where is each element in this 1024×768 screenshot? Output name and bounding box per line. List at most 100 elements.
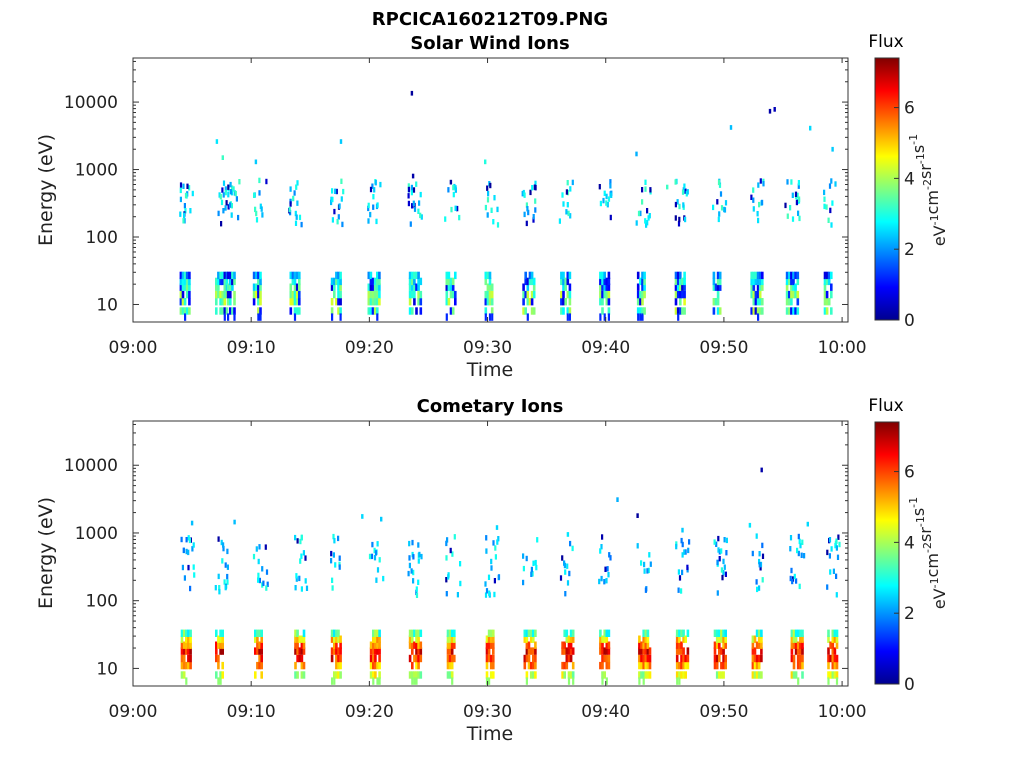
flux-cell <box>231 271 234 280</box>
flux-cell <box>725 537 728 544</box>
flux-cell <box>337 298 340 306</box>
flux-cell <box>641 313 644 321</box>
flux-cell <box>492 219 495 225</box>
flux-cell <box>683 277 686 286</box>
flux-cell <box>680 537 683 544</box>
flux-cell <box>560 307 563 315</box>
flux-cell <box>333 538 336 544</box>
flux-cell <box>559 575 563 581</box>
flux-cell <box>378 654 381 663</box>
flux-cell <box>566 290 570 299</box>
flux-cell <box>219 277 222 286</box>
flux-cell <box>526 277 530 286</box>
flux-cell <box>532 307 536 315</box>
flux-cell <box>338 555 341 561</box>
flux-cell <box>678 216 681 223</box>
flux-cell <box>636 298 640 306</box>
flux-cell <box>378 661 381 670</box>
flux-cell <box>681 283 684 291</box>
flux-cell <box>233 298 236 306</box>
flux-cell <box>256 641 259 649</box>
spectrogram-cells <box>179 90 837 321</box>
flux-cell <box>718 283 722 291</box>
flux-cell <box>492 671 495 679</box>
flux-cell <box>448 654 452 663</box>
flux-cell <box>289 186 292 192</box>
flux-cell <box>187 564 190 571</box>
flux-cell <box>369 641 373 649</box>
flux-cell <box>829 641 832 649</box>
flux-cell <box>719 191 723 197</box>
flux-cell <box>753 635 757 643</box>
flux-cell <box>773 107 776 112</box>
flux-cell <box>760 671 763 679</box>
flux-cell <box>333 629 336 637</box>
flux-cell <box>831 671 835 679</box>
flux-cell <box>257 290 260 299</box>
flux-cell <box>221 298 224 306</box>
flux-cell <box>607 629 611 637</box>
flux-cell <box>675 543 678 550</box>
flux-cell <box>187 647 190 655</box>
flux-cell <box>646 647 650 655</box>
flux-cell <box>607 654 611 663</box>
flux-cell <box>530 271 534 280</box>
flux-cell <box>760 635 763 643</box>
flux-cell <box>252 271 256 280</box>
flux-cell <box>678 671 681 679</box>
flux-cell <box>641 199 644 205</box>
flux-cell <box>233 307 236 315</box>
flux-cell <box>450 647 454 655</box>
flux-cell <box>217 661 220 670</box>
flux-cell <box>758 585 761 591</box>
flux-cell <box>415 181 418 187</box>
flux-cell <box>185 641 188 649</box>
flux-cell <box>536 537 539 543</box>
flux-cell <box>376 298 379 306</box>
flux-cell <box>260 629 263 637</box>
flux-cell <box>489 629 493 637</box>
flux-cell <box>217 210 220 217</box>
flux-cell <box>294 220 298 226</box>
flux-cell <box>640 671 643 679</box>
flux-cell <box>265 178 268 185</box>
flux-cell <box>257 313 260 321</box>
flux-cell <box>484 298 488 306</box>
flux-cell <box>361 514 364 519</box>
flux-cell <box>684 549 687 555</box>
flux-cell <box>408 290 412 299</box>
flux-cell <box>834 181 837 187</box>
flux-cell <box>411 629 414 637</box>
flux-cell <box>330 558 333 564</box>
flux-cell <box>413 283 416 291</box>
flux-cell <box>565 629 569 637</box>
flux-cell <box>446 635 450 643</box>
flux-cell <box>339 277 342 286</box>
flux-cell <box>487 191 490 197</box>
flux-cell <box>296 200 299 206</box>
flux-cell <box>717 547 720 553</box>
flux-cell <box>674 277 678 286</box>
flux-cell <box>794 635 798 643</box>
flux-cell <box>335 641 338 649</box>
flux-cell <box>768 108 772 114</box>
flux-cell <box>184 313 187 321</box>
flux-cell <box>605 635 609 643</box>
flux-cell <box>607 647 611 655</box>
flux-cell <box>221 558 224 564</box>
flux-cell <box>221 629 224 637</box>
flux-cell <box>827 647 830 655</box>
flux-cell <box>674 271 678 280</box>
flux-cell <box>720 548 723 554</box>
flux-cell <box>525 671 529 679</box>
flux-cell <box>785 271 789 280</box>
flux-cell <box>289 307 293 315</box>
cometary-panel: Cometary Ions 09:00 09:10 09:20 09:30 09:40 0… <box>35 396 949 745</box>
flux-cell <box>488 677 491 685</box>
flux-cell <box>337 647 340 655</box>
flux-cell <box>677 221 681 227</box>
flux-cell <box>373 547 376 554</box>
flux-cell <box>568 307 572 315</box>
flux-cell <box>530 307 534 315</box>
